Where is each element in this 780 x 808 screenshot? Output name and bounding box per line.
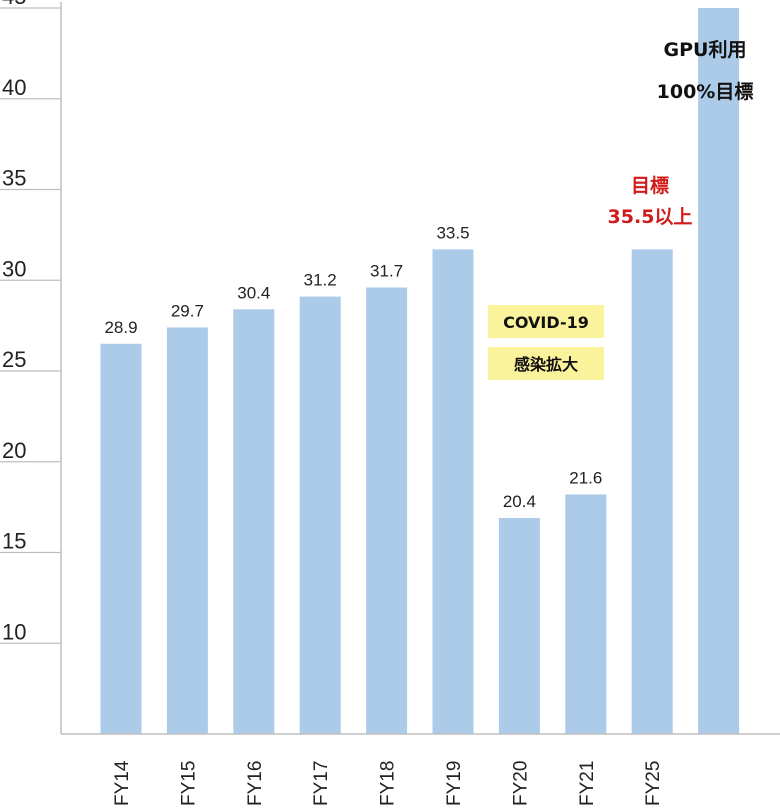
data-label: 29.7	[171, 301, 204, 320]
data-label: 30.4	[237, 283, 270, 302]
data-label: 21.6	[569, 468, 602, 487]
covid-label-box-2	[488, 347, 604, 380]
fy25-target-label-line1: 目標	[631, 174, 669, 197]
data-label: 20.4	[503, 492, 536, 511]
x-tick-label: FY18	[378, 761, 399, 806]
bar	[565, 494, 607, 734]
data-label: 31.2	[304, 271, 337, 290]
bars	[100, 8, 740, 734]
data-label: 33.5	[436, 223, 469, 242]
y-tick-label: 40	[2, 75, 26, 100]
bar	[100, 343, 142, 734]
bar	[166, 327, 208, 734]
y-tick-label: 45	[2, 0, 26, 9]
bar	[233, 309, 275, 734]
bar	[366, 287, 408, 734]
x-tick-label: FY21	[577, 761, 598, 806]
bar	[698, 8, 740, 734]
bar	[299, 296, 341, 734]
y-tick-label: 15	[2, 529, 26, 554]
x-tick-label: FY25	[643, 761, 664, 806]
x-tick-label: FY20	[510, 761, 531, 806]
y-tick-label: 35	[2, 166, 26, 191]
covid-label-line2: 感染拡大	[514, 355, 578, 374]
x-tick-label: FY19	[444, 761, 465, 806]
gpu-target-label-line1: GPU利用	[664, 39, 747, 61]
y-tick-label: 25	[2, 347, 26, 372]
data-labels: 28.9 29.7 30.4 31.2 31.7 33.5 20.4 21.6	[104, 223, 602, 511]
x-tick-label: FY14	[112, 760, 133, 806]
x-tick-label: FY15	[178, 761, 199, 806]
bar	[631, 249, 673, 734]
covid-label-line1: COVID-19	[503, 313, 589, 332]
x-tick-label: FY17	[311, 761, 332, 806]
y-tick-label: 20	[2, 438, 26, 463]
fy25-target-label-line2: 35.5以上	[608, 206, 693, 228]
data-label: 28.9	[104, 318, 137, 337]
y-tick-label: 10	[2, 619, 26, 644]
y-axis-ticks: 10 15 20 25 30 35 40 45	[0, 0, 61, 644]
bar	[432, 249, 474, 734]
gpu-target-label-line2: 100%目標	[657, 80, 754, 103]
x-tick-label: FY16	[245, 761, 266, 806]
y-tick-label: 30	[2, 256, 26, 281]
x-axis-ticks: FY14 FY15 FY16 FY17 FY18 FY19 FY20 FY21 FY25	[112, 760, 664, 806]
bar	[498, 518, 540, 734]
covid-label-box-1	[488, 305, 604, 338]
data-label: 31.7	[370, 262, 403, 281]
